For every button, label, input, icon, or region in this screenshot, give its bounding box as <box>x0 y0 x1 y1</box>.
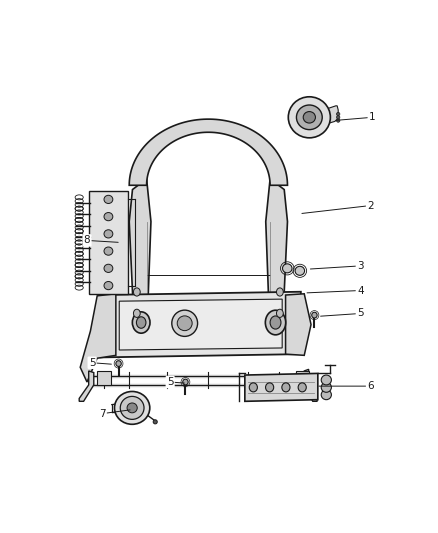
Ellipse shape <box>336 112 340 116</box>
Text: 8: 8 <box>84 236 90 245</box>
Text: 1: 1 <box>369 112 375 122</box>
Ellipse shape <box>295 266 304 276</box>
Polygon shape <box>101 292 301 358</box>
Text: 5: 5 <box>167 377 173 387</box>
Ellipse shape <box>283 264 292 273</box>
Polygon shape <box>245 374 318 401</box>
Polygon shape <box>296 371 309 385</box>
Ellipse shape <box>104 230 113 238</box>
Ellipse shape <box>265 310 286 335</box>
Ellipse shape <box>298 383 306 392</box>
Ellipse shape <box>116 361 121 366</box>
Text: 6: 6 <box>367 381 374 391</box>
Polygon shape <box>286 294 311 356</box>
Ellipse shape <box>321 383 332 392</box>
Polygon shape <box>304 369 317 401</box>
Ellipse shape <box>270 316 281 329</box>
Text: 2: 2 <box>367 200 374 211</box>
Ellipse shape <box>265 383 274 392</box>
Ellipse shape <box>321 390 332 400</box>
Ellipse shape <box>132 312 150 333</box>
Ellipse shape <box>321 375 332 385</box>
Ellipse shape <box>114 391 150 424</box>
Text: 7: 7 <box>99 409 106 418</box>
Ellipse shape <box>282 383 290 392</box>
Ellipse shape <box>249 383 258 392</box>
Text: 4: 4 <box>357 286 364 295</box>
Ellipse shape <box>104 247 113 255</box>
Ellipse shape <box>172 310 198 336</box>
Ellipse shape <box>120 397 144 419</box>
Polygon shape <box>324 106 338 125</box>
Ellipse shape <box>153 420 157 424</box>
Ellipse shape <box>104 281 113 289</box>
Polygon shape <box>89 191 128 294</box>
Ellipse shape <box>336 119 340 122</box>
Ellipse shape <box>288 97 330 138</box>
Ellipse shape <box>303 111 315 123</box>
Text: 5: 5 <box>89 358 95 368</box>
Ellipse shape <box>104 213 113 221</box>
Ellipse shape <box>127 403 137 413</box>
Polygon shape <box>97 371 111 385</box>
Polygon shape <box>266 179 287 339</box>
Ellipse shape <box>136 317 146 328</box>
Ellipse shape <box>312 312 317 318</box>
Ellipse shape <box>134 309 140 318</box>
Polygon shape <box>79 371 94 401</box>
Ellipse shape <box>336 116 340 119</box>
Polygon shape <box>129 179 151 339</box>
Ellipse shape <box>276 288 283 296</box>
Text: 3: 3 <box>357 261 364 271</box>
Ellipse shape <box>104 195 113 204</box>
Ellipse shape <box>183 379 188 385</box>
Polygon shape <box>129 119 287 185</box>
Polygon shape <box>80 294 116 382</box>
Polygon shape <box>119 299 282 350</box>
Ellipse shape <box>104 264 113 272</box>
Ellipse shape <box>297 105 322 130</box>
Text: 5: 5 <box>357 309 364 319</box>
Ellipse shape <box>134 288 140 296</box>
Ellipse shape <box>276 309 283 318</box>
Ellipse shape <box>177 316 192 330</box>
